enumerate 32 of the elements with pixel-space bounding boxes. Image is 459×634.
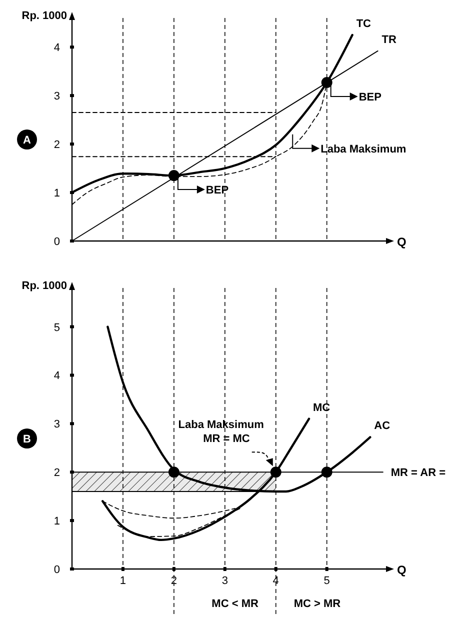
y-tick-label: 0 xyxy=(54,236,60,248)
y-tick-label: 5 xyxy=(54,322,60,334)
y-tick-label: 4 xyxy=(54,370,60,382)
text: MC > MR xyxy=(294,598,341,610)
y-axis-title: Rp. 1000 xyxy=(22,10,67,22)
x-tick-label: 3 xyxy=(222,575,228,587)
y-tick-label: 0 xyxy=(54,564,60,576)
x-axis-title: Q xyxy=(397,235,406,249)
y-tick-label: 2 xyxy=(54,139,60,152)
x-tick-label: 2 xyxy=(170,575,177,587)
series-label: AC xyxy=(374,420,390,432)
text: MC < MR xyxy=(212,598,258,610)
x-tick-label: 1 xyxy=(120,575,126,587)
series-label: MR = AR = xyxy=(390,467,446,480)
y-tick-label: 1 xyxy=(54,188,60,200)
y-tick-label: 2 xyxy=(54,467,60,480)
annotation: BEP xyxy=(206,184,229,197)
y-tick-label: 3 xyxy=(54,90,60,103)
y-tick-label: 4 xyxy=(54,42,60,54)
annotation: Laba Maksimum xyxy=(320,143,406,156)
text: B xyxy=(23,434,32,446)
series-label: TR xyxy=(382,34,397,46)
text: A xyxy=(23,134,32,146)
annotation: BEP xyxy=(358,91,382,104)
y-axis-title: Rp. 1000 xyxy=(22,280,67,292)
x-tick-label: 5 xyxy=(324,575,330,587)
series-label: TC xyxy=(356,18,372,30)
y-tick-label: 1 xyxy=(54,516,60,528)
series-label: MC xyxy=(313,402,330,414)
annotation: Laba Maksimum MR = MC xyxy=(178,419,264,446)
y-tick-label: 3 xyxy=(54,418,60,431)
x-axis-title: Q xyxy=(397,563,406,577)
